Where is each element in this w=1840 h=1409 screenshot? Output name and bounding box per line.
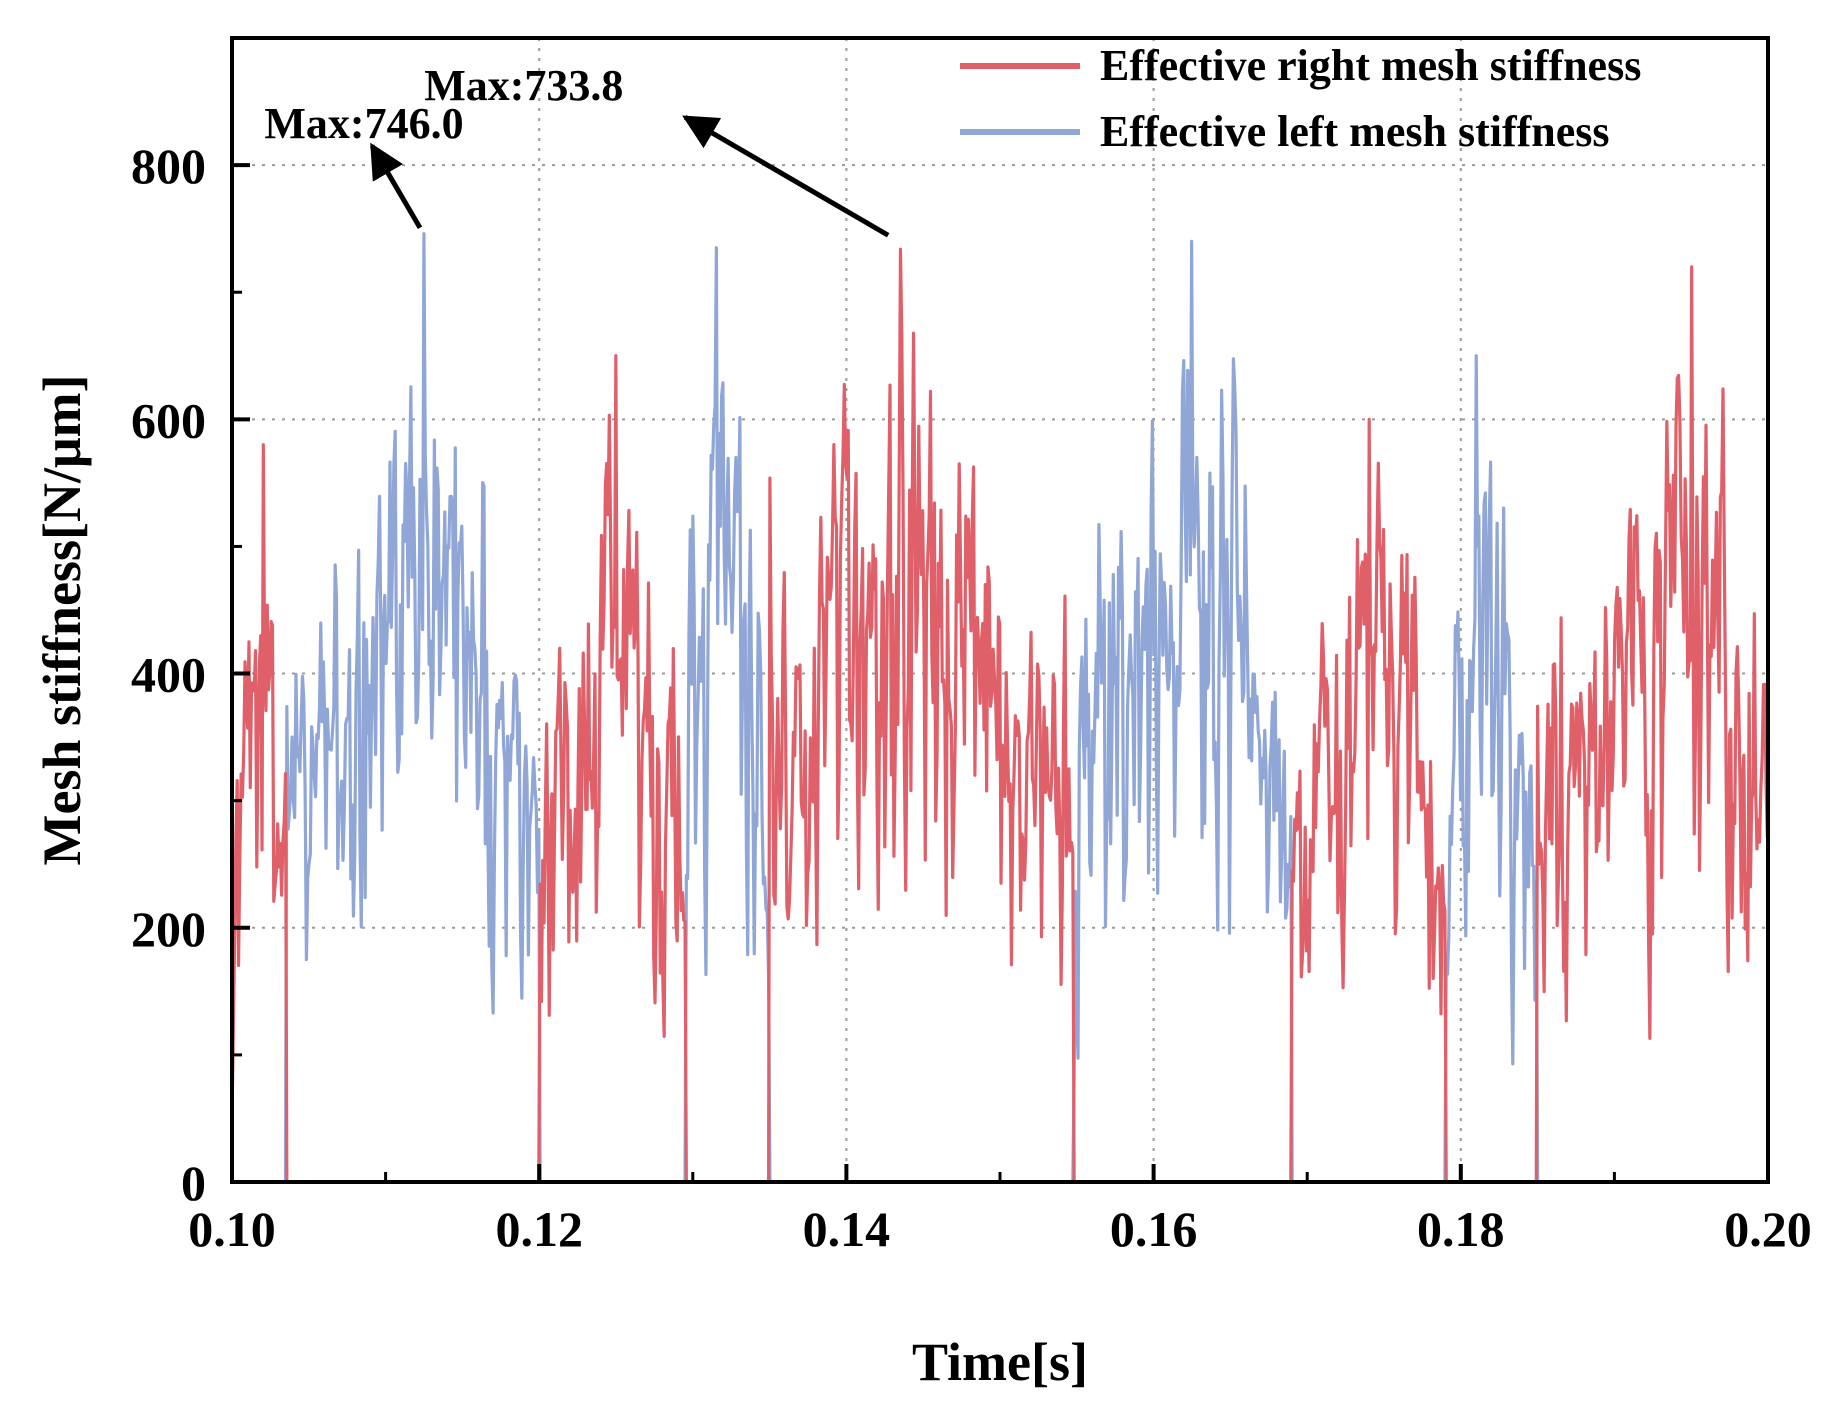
x-tick-label-4: 0.18 [1417, 1201, 1505, 1257]
x-tick-label-0: 0.10 [188, 1201, 276, 1257]
legend: Effective right mesh stiffness Effective … [960, 41, 1641, 156]
x-tick-label-5: 0.20 [1724, 1201, 1812, 1257]
y-tick-label-1: 200 [131, 901, 206, 957]
annotation-arrow-0 [369, 142, 423, 230]
x-tick-label-2: 0.14 [803, 1201, 891, 1257]
annotation-arrow-1 [682, 115, 890, 238]
legend-label-1: Effective left mesh stiffness [1100, 107, 1610, 156]
x-tick-label-1: 0.12 [495, 1201, 583, 1257]
y-tick-label-2: 400 [131, 647, 206, 703]
y-tick-label-3: 600 [131, 392, 206, 448]
legend-label-0: Effective right mesh stiffness [1100, 41, 1641, 90]
x-tick-label-3: 0.16 [1110, 1201, 1198, 1257]
y-tick-label-0: 0 [181, 1155, 206, 1211]
series-layer [232, 232, 1768, 1182]
axis-ticks: 0.10 0.12 0.14 0.16 0.18 0.20 0 200 400 600 800 [131, 138, 1812, 1257]
annotation-label-1: Max:733.8 [424, 61, 623, 110]
series-line-right [232, 247, 1768, 1182]
x-axis-title: Time[s] [912, 1332, 1088, 1392]
y-tick-label-4: 800 [131, 138, 206, 194]
series-line-left [232, 232, 1768, 1182]
y-axis-title: Mesh stiffness[N/μm] [32, 374, 92, 865]
annotation-label-0: Max:746.0 [264, 99, 463, 148]
